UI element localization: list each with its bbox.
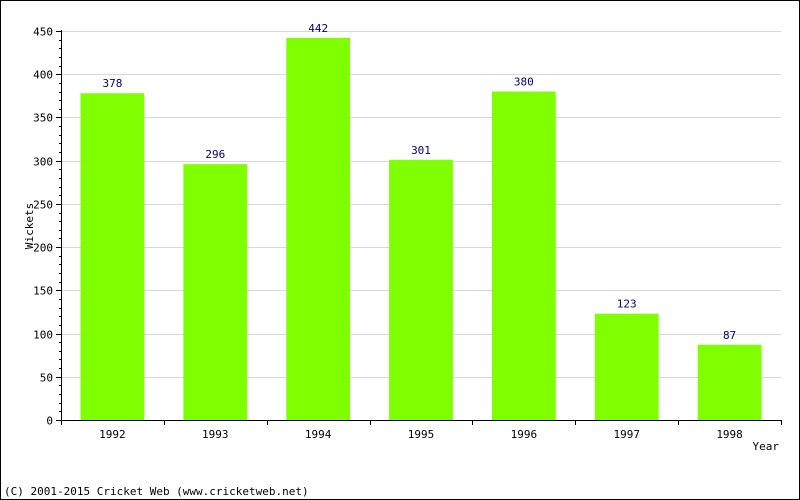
y-tick-label: 250 — [33, 199, 53, 212]
x-tick-label-1998: 1998 — [716, 428, 743, 441]
data-label-1995: 301 — [411, 144, 431, 157]
y-tick-label: 300 — [33, 156, 53, 169]
data-label-1994: 442 — [308, 22, 328, 35]
bar-1992 — [80, 93, 145, 421]
x-tick-label-1995: 1995 — [408, 428, 435, 441]
copyright-footer: (C) 2001-2015 Cricket Web (www.cricketwe… — [4, 485, 309, 498]
data-labels: 378 296 442 301 380 123 87 — [102, 22, 736, 342]
bars — [80, 37, 762, 421]
x-axis-title: Year — [753, 440, 780, 453]
data-label-1993: 296 — [205, 148, 225, 161]
bar-1996 — [491, 91, 556, 420]
bar-1993 — [183, 164, 248, 420]
x-tick-label-1993: 1993 — [202, 428, 229, 441]
data-label-1998: 87 — [723, 329, 736, 342]
x-tick-label-1997: 1997 — [613, 428, 640, 441]
y-tick-label: 100 — [33, 329, 53, 342]
axes: 0 50 100 150 200 250 300 350 400 450 1992 1993 1994 1… — [33, 26, 782, 441]
y-tick-label: 50 — [40, 372, 53, 385]
y-tick-label: 150 — [33, 285, 53, 298]
y-tick-label: 450 — [33, 26, 53, 39]
bar-1997 — [594, 313, 659, 420]
x-tick-label-1996: 1996 — [511, 428, 538, 441]
data-label-1992: 378 — [102, 77, 122, 90]
y-axis-title: Wickets — [23, 203, 36, 249]
y-tick-label: 200 — [33, 242, 53, 255]
x-tick-label-1992: 1992 — [99, 428, 126, 441]
bar-1998 — [697, 344, 762, 420]
y-tick-label: 400 — [33, 69, 53, 82]
data-label-1996: 380 — [514, 76, 534, 89]
y-tick-label: 350 — [33, 112, 53, 125]
data-label-1997: 123 — [617, 298, 637, 311]
x-tick-label-1994: 1994 — [305, 428, 332, 441]
y-tick-label: 0 — [46, 415, 53, 428]
bar-1994 — [286, 37, 351, 420]
bar-1995 — [389, 159, 453, 420]
